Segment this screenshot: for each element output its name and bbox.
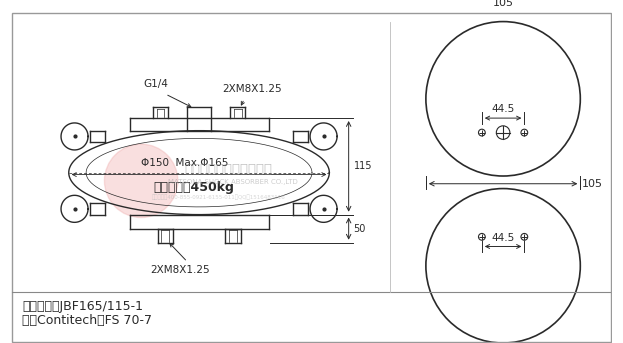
Text: 上海松夏降震器有限公司: 上海松夏降震器有限公司 [184, 163, 272, 176]
Text: 2XM8X1.25: 2XM8X1.25 [150, 265, 209, 275]
Text: MATSONA SHOCK ABSORBER CO.,LTD: MATSONA SHOCK ABSORBER CO.,LTD [168, 179, 298, 185]
Text: 2XM8X1.25: 2XM8X1.25 [222, 84, 282, 94]
Text: 105: 105 [581, 179, 602, 189]
Text: 对应Contitech：FS 70-7: 对应Contitech：FS 70-7 [22, 314, 153, 327]
Text: 105: 105 [493, 0, 513, 8]
Text: Φ150  Max.Φ165: Φ150 Max.Φ165 [141, 158, 228, 168]
Text: 44.5: 44.5 [492, 233, 515, 243]
Text: 115: 115 [353, 161, 372, 172]
Circle shape [105, 144, 178, 217]
Text: 44.5: 44.5 [492, 104, 515, 115]
Text: G1/4: G1/4 [143, 79, 168, 89]
Text: 最大承载：450kg: 最大承载：450kg [154, 181, 235, 193]
Text: 联系热线：400-855-0921-6155‑011，QQ：1516483116: 联系热线：400-855-0921-6155‑011，QQ：1516483116 [151, 194, 285, 200]
Text: 产品型号：JBF165/115-1: 产品型号：JBF165/115-1 [22, 300, 143, 313]
Text: 50: 50 [353, 224, 366, 234]
